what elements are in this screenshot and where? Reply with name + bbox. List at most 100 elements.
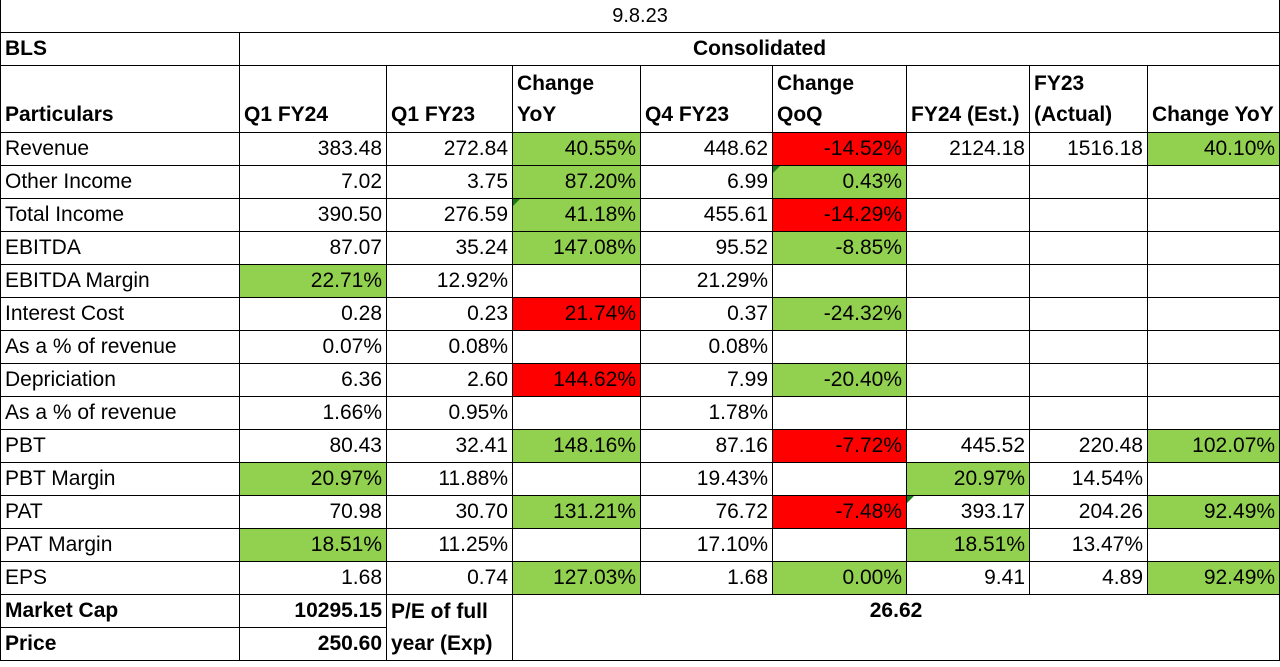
cell-q1fy24[interactable]: 390.50 [239,198,387,232]
col-header-change-yoy[interactable]: Change YoY [512,65,641,133]
cell-q4fy23[interactable]: 87.16 [640,429,773,463]
cell-fy24-est[interactable] [906,396,1030,430]
market-cap-label[interactable]: Market Cap [0,594,240,628]
cell-q4fy23[interactable]: 76.72 [640,495,773,529]
cell-change-yoy-annual[interactable] [1146,198,1280,232]
cell-q4fy23[interactable]: 17.10% [640,528,773,562]
cell-change-yoy[interactable]: 40.55% [512,132,641,166]
row-label[interactable]: PBT [0,429,240,463]
cell-change-yoy[interactable]: 41.18% [512,198,641,232]
row-label[interactable]: As a % of revenue [0,330,240,364]
cell-change-qoq[interactable]: -14.52% [772,132,907,166]
cell-change-qoq[interactable]: 0.00% [772,561,907,595]
cell-change-yoy[interactable]: 127.03% [512,561,641,595]
cell-change-qoq[interactable]: -7.48% [772,495,907,529]
cell-q4fy23[interactable]: 455.61 [640,198,773,232]
col-header-particulars[interactable]: Particulars [0,65,240,133]
cell-fy24-est[interactable]: 9.41 [906,561,1030,595]
cell-change-qoq[interactable] [772,264,907,298]
cell-q4fy23[interactable]: 0.37 [640,297,773,331]
cell-fy23-actual[interactable]: 4.89 [1029,561,1148,595]
cell-change-yoy[interactable]: 21.74% [512,297,641,331]
col-header-q1fy23[interactable]: Q1 FY23 [386,65,513,133]
cell-change-qoq[interactable]: -24.32% [772,297,907,331]
cell-q1fy23[interactable]: 272.84 [386,132,513,166]
cell-q1fy23[interactable]: 0.23 [386,297,513,331]
cell-change-qoq[interactable] [772,330,907,364]
cell-change-yoy[interactable]: 147.08% [512,231,641,265]
col-header-change-qoq[interactable]: Change QoQ [772,65,907,133]
row-label[interactable]: PAT [0,495,240,529]
cell-q4fy23[interactable]: 7.99 [640,363,773,397]
cell-change-yoy[interactable] [512,264,641,298]
cell-fy23-actual[interactable] [1029,231,1148,265]
cell-q1fy23[interactable]: 12.92% [386,264,513,298]
cell-fy24-est[interactable] [906,165,1030,199]
cell-q1fy23[interactable]: 3.75 [386,165,513,199]
cell-fy23-actual[interactable]: 204.26 [1029,495,1148,529]
cell-q1fy24[interactable]: 6.36 [239,363,387,397]
cell-change-yoy-annual[interactable] [1146,363,1280,397]
cell-change-yoy-annual[interactable]: 40.10% [1146,132,1280,166]
cell-change-qoq[interactable]: -20.40% [772,363,907,397]
cell-fy23-actual[interactable]: 220.48 [1029,429,1148,463]
cell-fy24-est[interactable]: 18.51% [906,528,1030,562]
cell-change-yoy-annual[interactable] [1146,330,1280,364]
cell-fy24-est[interactable]: 20.97% [906,462,1030,496]
cell-q1fy23[interactable]: 32.41 [386,429,513,463]
row-label[interactable]: Total Income [0,198,240,232]
cell-fy23-actual[interactable] [1029,165,1148,199]
row-label[interactable]: EPS [0,561,240,595]
cell-fy24-est[interactable]: 445.52 [906,429,1030,463]
pe-label[interactable]: P/E of full year (Exp) [386,594,513,661]
cell-q4fy23[interactable]: 6.99 [640,165,773,199]
cell-q1fy24[interactable]: 18.51% [239,528,387,562]
cell-q4fy23[interactable]: 19.43% [640,462,773,496]
cell-q1fy24[interactable]: 70.98 [239,495,387,529]
cell-q1fy24[interactable]: 0.07% [239,330,387,364]
cell-fy23-actual[interactable] [1029,363,1148,397]
cell-change-yoy-annual[interactable] [1146,297,1280,331]
cell-change-qoq[interactable]: -7.72% [772,429,907,463]
basis-label[interactable]: Consolidated [238,32,1280,66]
cell-q1fy24[interactable]: 22.71% [239,264,387,298]
cell-change-qoq[interactable]: 0.43% [772,165,907,199]
col-header-q1fy24[interactable]: Q1 FY24 [239,65,387,133]
cell-fy24-est[interactable] [906,297,1030,331]
cell-fy23-actual[interactable] [1029,264,1148,298]
cell-q1fy24[interactable]: 7.02 [239,165,387,199]
cell-change-qoq[interactable]: -14.29% [772,198,907,232]
cell-fy23-actual[interactable] [1029,198,1148,232]
cell-q1fy24[interactable]: 80.43 [239,429,387,463]
row-label[interactable]: PAT Margin [0,528,240,562]
cell-change-qoq[interactable] [772,396,907,430]
cell-change-yoy-annual[interactable] [1146,396,1280,430]
row-label[interactable]: PBT Margin [0,462,240,496]
market-cap-value[interactable]: 10295.15 [239,594,387,628]
cell-q1fy24[interactable]: 87.07 [239,231,387,265]
cell-q1fy24[interactable]: 20.97% [239,462,387,496]
cell-change-qoq[interactable]: -8.85% [772,231,907,265]
company-name[interactable]: BLS [0,32,240,66]
row-label[interactable]: Depriciation [0,363,240,397]
cell-change-yoy[interactable]: 87.20% [512,165,641,199]
cell-q1fy24[interactable]: 0.28 [239,297,387,331]
cell-change-qoq[interactable] [772,528,907,562]
cell-change-yoy-annual[interactable]: 92.49% [1146,561,1280,595]
cell-fy23-actual[interactable] [1029,297,1148,331]
cell-q1fy23[interactable]: 0.74 [386,561,513,595]
cell-fy24-est[interactable] [906,264,1030,298]
col-header-q4fy23[interactable]: Q4 FY23 [640,65,773,133]
row-label[interactable]: Other Income [0,165,240,199]
cell-q1fy23[interactable]: 276.59 [386,198,513,232]
cell-q1fy23[interactable]: 35.24 [386,231,513,265]
cell-q1fy23[interactable]: 11.25% [386,528,513,562]
cell-change-yoy-annual[interactable]: 102.07% [1146,429,1280,463]
cell-change-yoy[interactable] [512,330,641,364]
row-label[interactable]: EBITDA [0,231,240,265]
col-header-change-yoy-annual[interactable]: Change YoY [1146,65,1280,133]
cell-q4fy23[interactable]: 95.52 [640,231,773,265]
report-date[interactable]: 9.8.23 [0,0,1280,33]
cell-change-yoy-annual[interactable] [1146,528,1280,562]
cell-change-yoy[interactable] [512,528,641,562]
